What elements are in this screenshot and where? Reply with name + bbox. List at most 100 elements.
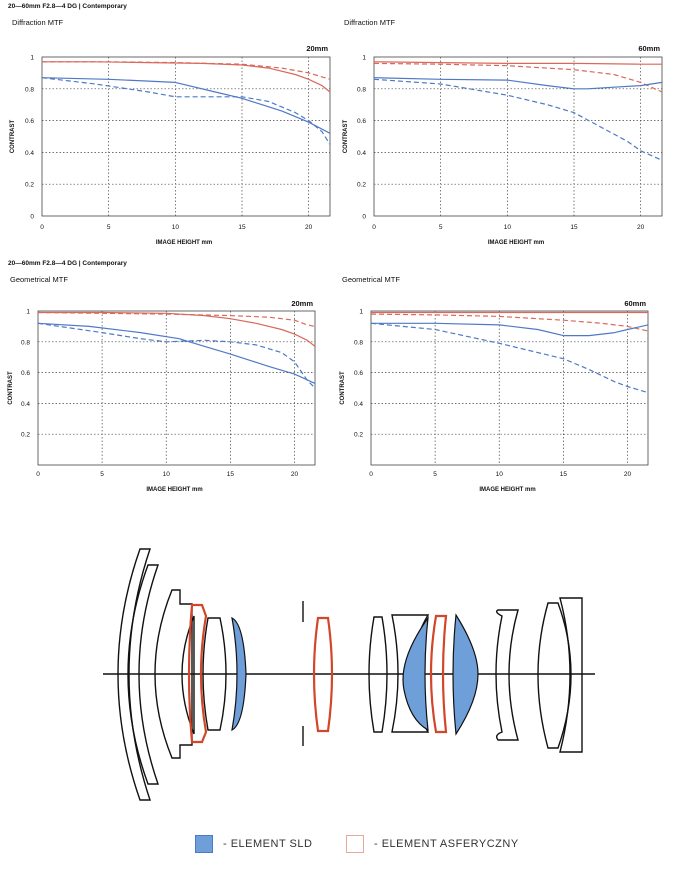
lens-element-6 [202,617,227,731]
y-tick-label-2-4: 0.8 [21,339,30,346]
lens-element-16 [559,597,583,753]
series-line-2-blue-solid [37,322,316,384]
x-tick-label-3-0: 0 [369,471,373,478]
x-tick-label-1-0: 0 [372,224,376,231]
lens-element-4 [181,615,195,735]
aspherical-element-3 [429,614,448,734]
focal-label-1: 60mm [638,44,660,53]
x-tick-label-3-2: 10 [496,471,504,478]
y-tick-label-2-2: 0.4 [21,401,30,408]
series-line-2-blue-dashed [37,322,316,389]
legend-sld-label: - ELEMENT SLD [223,838,313,850]
aspherical-element-2 [312,616,334,733]
x-tick-label-1-1: 5 [439,224,443,231]
x-axis-label-1: IMAGE HEIGHT mm [488,240,544,246]
x-tick-label-2-4: 20 [291,471,299,478]
series-line-1-blue-solid [373,77,663,90]
sld-element-1 [231,616,247,732]
focal-label-0: 20mm [306,44,328,53]
y-tick-label-3-5: 1 [359,309,363,316]
x-tick-label-3-3: 15 [560,471,568,478]
series-line-0-blue-dashed [41,77,331,145]
series-line-1-red-dashed [373,62,663,93]
lens-element-14 [495,609,519,741]
y-axis-label-1: CONTRAST [343,120,349,154]
series-line-0-blue-solid [41,77,331,134]
lens-element-3 [154,589,193,759]
y-tick-label-0-1: 0.2 [25,182,34,189]
x-axis-label-2: IMAGE HEIGHT mm [146,487,202,493]
series-line-0-red-dashed [42,61,331,80]
focal-label-3: 60mm [624,299,646,308]
y-tick-label-2-1: 0.2 [21,432,30,439]
legend-sld-swatch [195,835,213,853]
y-tick-label-1-2: 0.4 [357,150,366,157]
chart-title-geometrical-60mm: Geometrical MTF [342,275,400,284]
y-tick-label-2-5: 1 [26,309,30,316]
x-tick-label-0-0: 0 [40,224,44,231]
series-line-2-red-dashed [37,311,316,327]
series-line-3-blue-dashed [370,322,649,394]
x-tick-label-0-3: 15 [238,224,246,231]
legend-sld: - ELEMENT SLD [195,833,312,855]
y-tick-label-1-4: 0.8 [357,86,366,93]
chart-title-geometrical-20mm: Geometrical MTF [10,275,68,284]
y-tick-label-1-1: 0.2 [357,182,366,189]
chart-frame-1 [373,56,663,217]
header-lens-model-2: 20—60mm F2.8—4 DG | Contemporary [8,260,127,267]
header-lens-model: 20—60mm F2.8—4 DG | Contemporary [8,3,127,10]
y-tick-label-3-1: 0.2 [354,432,363,439]
x-tick-label-2-0: 0 [36,471,40,478]
series-line-1-blue-dashed [373,78,663,161]
x-tick-label-0-4: 20 [305,224,313,231]
series-line-3-blue-solid [371,322,649,337]
series-line-2-red-solid [38,311,316,347]
chart-frame-3 [370,310,649,466]
aspherical-element-1 [187,603,208,744]
y-tick-label-0-4: 0.8 [25,86,34,93]
series-line-1-red-solid [373,61,662,65]
y-tick-label-3-4: 0.8 [354,339,363,346]
series-line-3-red-dashed [370,313,649,332]
chart-title-diffraction-20mm: Diffraction MTF [12,18,64,27]
y-tick-label-0-5: 1 [30,55,34,62]
y-axis-label-2: CONTRAST [8,371,14,405]
lens-element-2 [127,564,159,785]
x-tick-label-0-1: 5 [107,224,111,231]
x-tick-label-3-4: 20 [624,471,632,478]
sld-element-2 [402,615,429,732]
y-tick-label-0-3: 0.6 [25,118,34,125]
y-axis-label-0: CONTRAST [10,120,16,154]
sld-element-3 [452,613,479,736]
legend-aspherical-swatch [346,835,364,853]
x-axis-label-3: IMAGE HEIGHT mm [479,487,535,493]
chart-frame-0 [41,56,331,217]
y-axis-label-3: CONTRAST [340,371,346,405]
x-tick-label-1-4: 20 [637,224,645,231]
series-line-0-red-solid [42,61,331,93]
y-tick-label-1-5: 1 [362,55,366,62]
y-tick-label-3-2: 0.4 [354,401,363,408]
y-tick-label-1-0: 0 [362,214,366,221]
x-tick-label-2-1: 5 [100,471,104,478]
y-tick-label-1-3: 0.6 [357,118,366,125]
y-tick-label-3-3: 0.6 [354,370,363,377]
chart-title-diffraction-60mm: Diffraction MTF [344,18,396,27]
y-tick-label-0-2: 0.4 [25,150,34,157]
x-tick-label-1-3: 15 [570,224,578,231]
x-tick-label-1-2: 10 [504,224,512,231]
lens-optical-diagram [103,548,595,801]
y-tick-label-0-0: 0 [30,214,34,221]
focal-label-2: 20mm [291,299,313,308]
legend-aspherical: - ELEMENT ASFERYCZNY [346,833,519,855]
legend-aspherical-label: - ELEMENT ASFERYCZNY [374,838,519,850]
x-tick-label-0-2: 10 [172,224,180,231]
y-tick-label-2-3: 0.6 [21,370,30,377]
x-axis-label-0: IMAGE HEIGHT mm [156,240,212,246]
x-tick-label-2-3: 15 [227,471,235,478]
chart-frame-2 [37,310,316,466]
x-tick-label-2-2: 10 [163,471,171,478]
x-tick-label-3-1: 5 [433,471,437,478]
lens-element-9 [368,616,388,733]
